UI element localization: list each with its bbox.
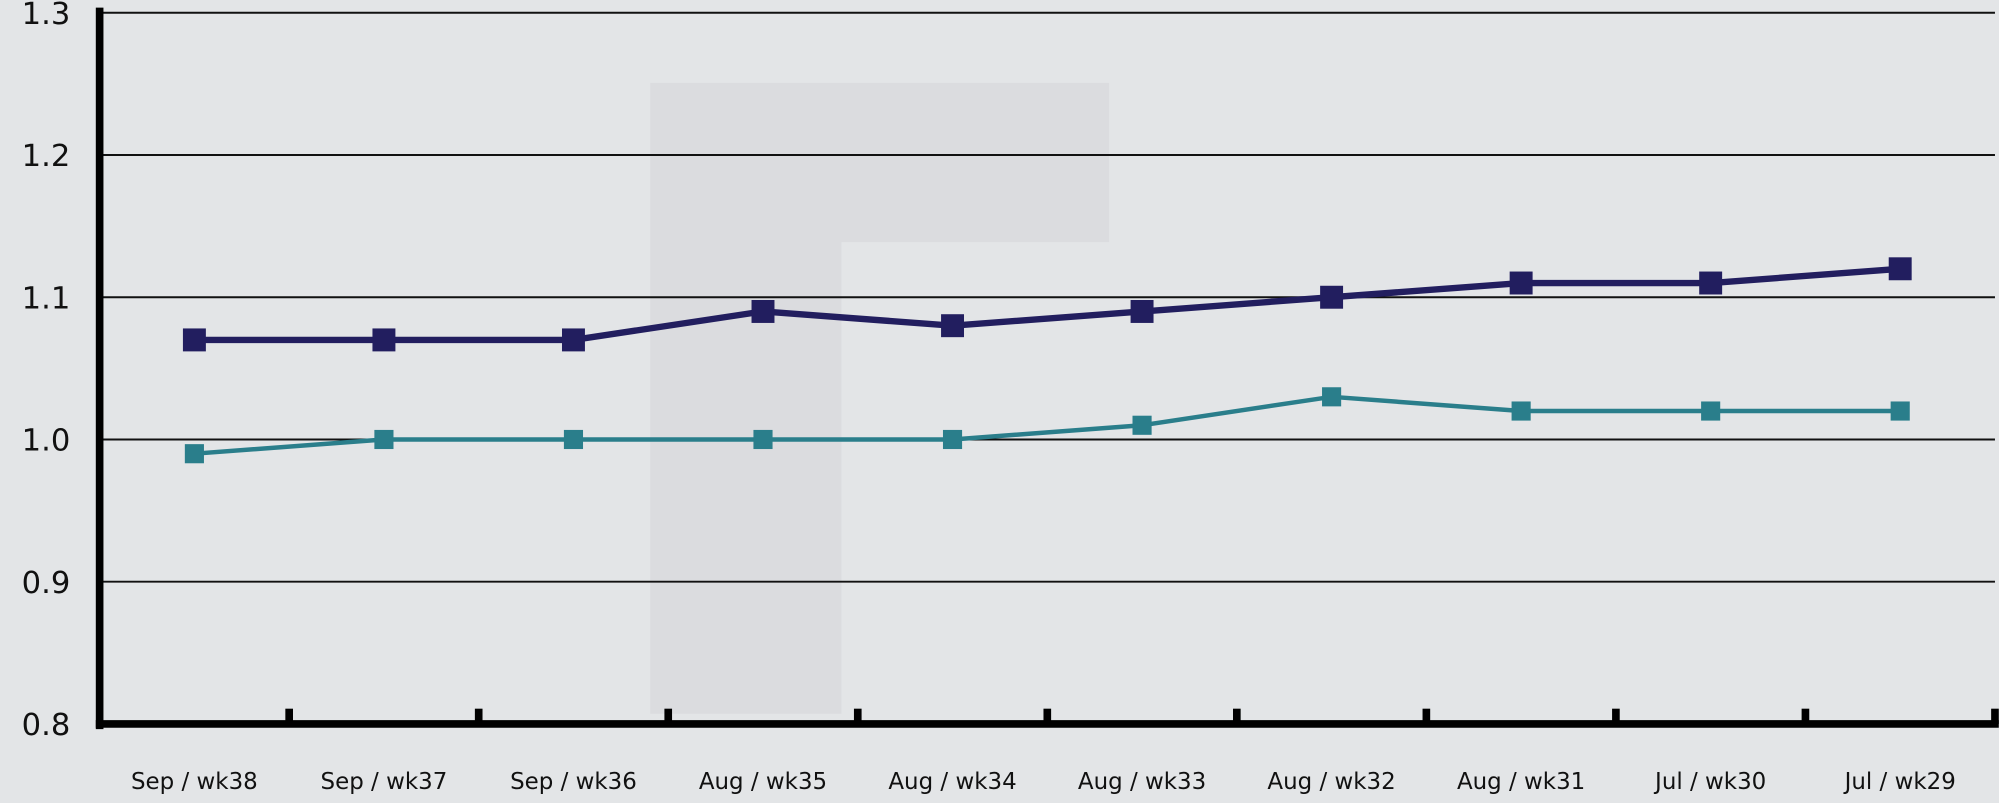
marker [1130,299,1154,323]
marker [1511,401,1531,421]
y-tick-label: 1.3 [22,0,71,32]
watermark [650,82,1110,714]
marker [1701,401,1721,421]
series-line [194,394,1901,456]
marker [942,429,963,450]
x-tick-label: Sep / wk37 [321,769,448,795]
marker [751,299,775,323]
marker [1509,271,1533,295]
marker [1322,387,1342,407]
series-line [194,265,1901,344]
marker [1132,415,1152,435]
marker [1320,285,1344,309]
marker [753,429,773,450]
marker [561,328,585,352]
x-tick-label: Aug / wk33 [1078,769,1206,795]
x-tick-label: Aug / wk31 [1457,769,1585,795]
x-tick-label: Sep / wk38 [131,769,258,795]
marker [374,429,394,450]
marker [182,328,206,352]
x-tick-label: Jul / wk29 [1843,769,1956,795]
x-tick-label: Aug / wk32 [1267,769,1395,795]
marker [184,444,204,464]
marker [941,314,965,338]
x-tick-label: Sep / wk36 [510,769,637,795]
y-tick-label: 1.0 [22,424,71,459]
x-tick-label: Jul / wk30 [1653,769,1766,795]
y-tick-label: 1.1 [22,281,71,316]
marker [372,328,396,352]
marker [1699,271,1723,295]
x-tick-label: Aug / wk34 [888,769,1016,795]
y-tick-label: 0.9 [22,566,71,601]
y-tick-label: 1.2 [22,139,71,174]
marker [563,429,584,450]
x-tick-label: Aug / wk35 [699,769,827,795]
marker [1890,401,1910,421]
y-tick-label: 0.8 [22,708,71,743]
marker [1888,257,1912,281]
